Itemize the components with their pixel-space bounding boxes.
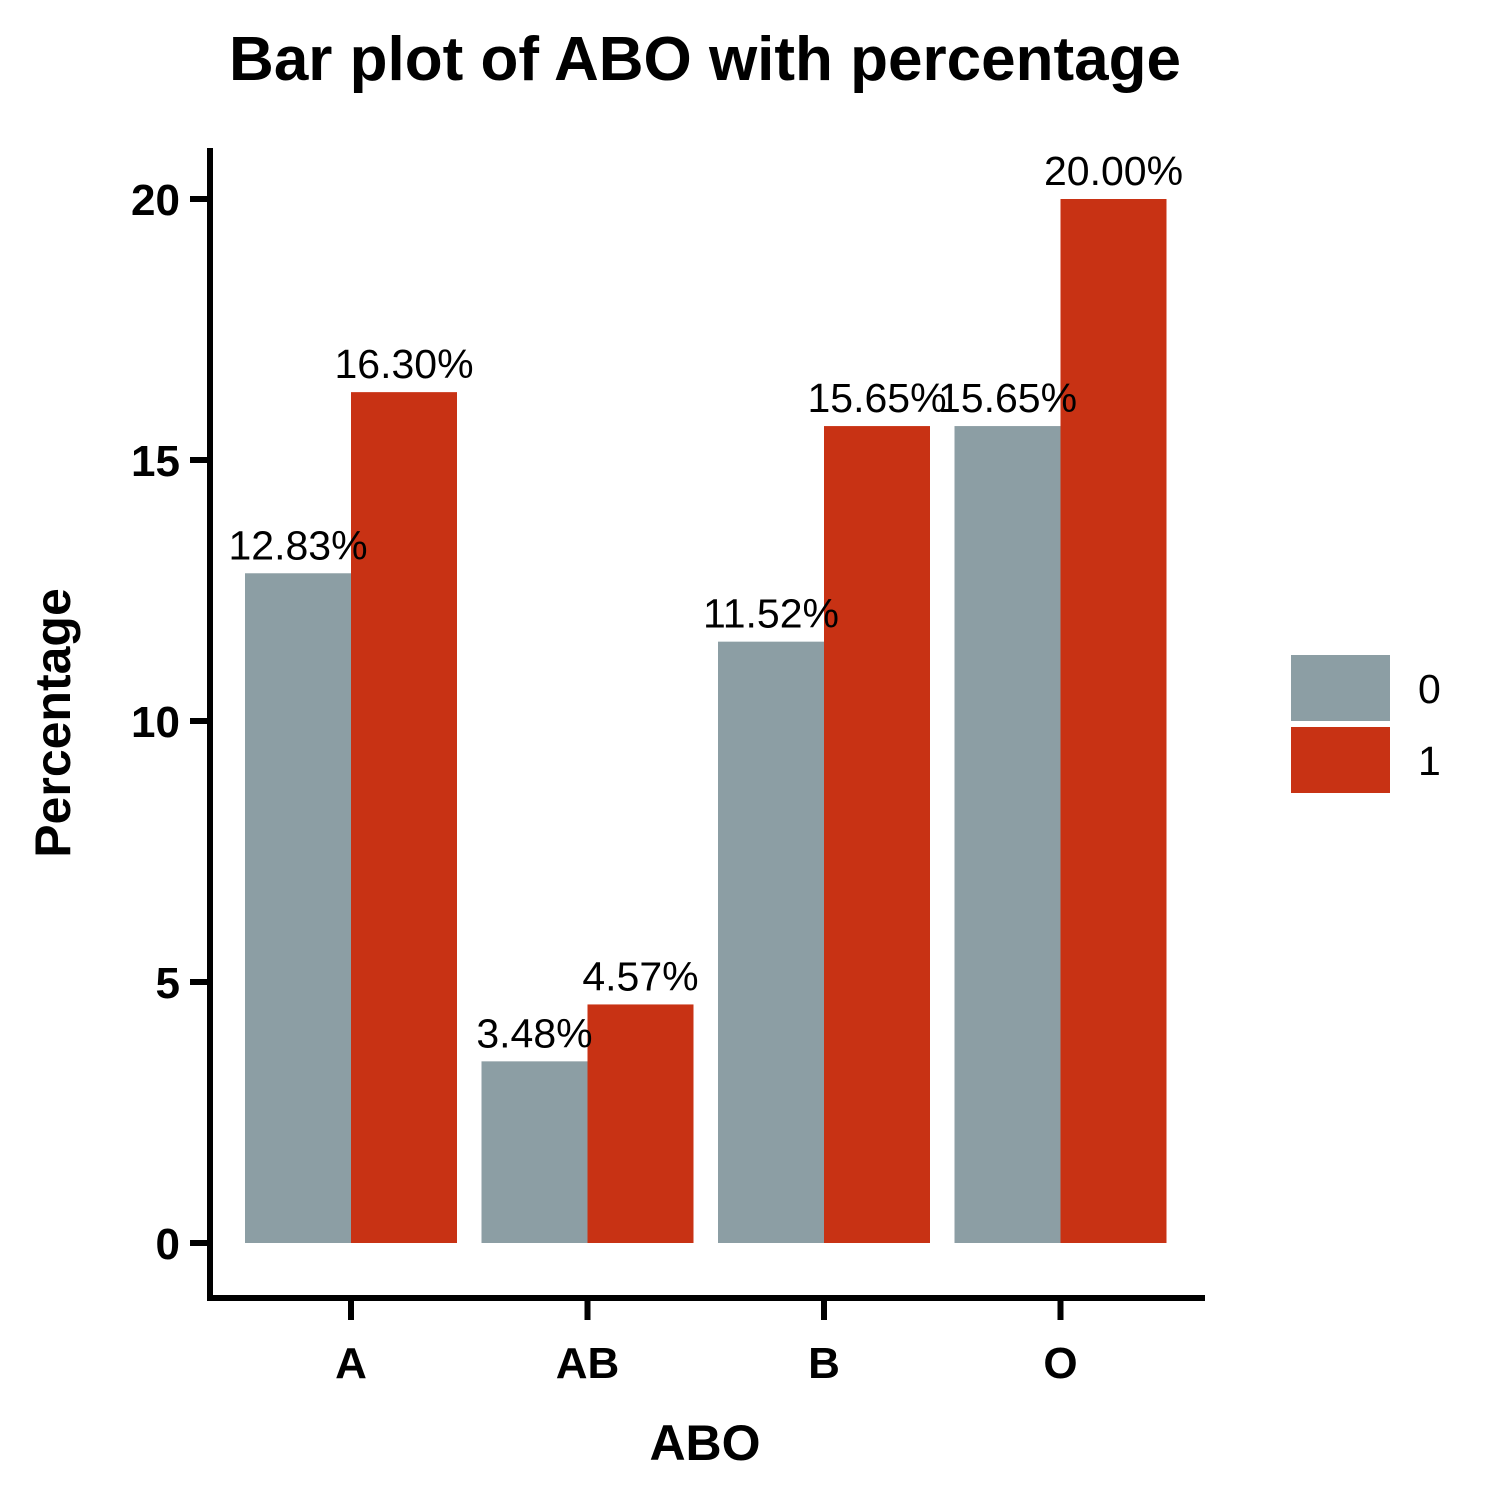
bars-group	[245, 199, 1167, 1243]
y-tick-label: 5	[156, 959, 180, 1008]
x-ticks-group: A AB B O	[335, 1298, 1078, 1388]
legend-swatch-0	[1291, 655, 1390, 721]
data-label-O-series-1: 20.00%	[1044, 148, 1183, 194]
x-tick-label-B: B	[808, 1339, 840, 1388]
y-ticks-group: 0 5 10 15 20	[131, 176, 210, 1269]
bar-A-series-0	[245, 573, 351, 1243]
bar-B-series-1	[824, 426, 930, 1243]
legend-swatch-1	[1291, 727, 1390, 793]
data-label-A-series-1: 16.30%	[334, 341, 473, 387]
x-tick-label-O: O	[1043, 1339, 1077, 1388]
y-axis-title: Percentage	[25, 588, 81, 858]
data-label-B-series-1: 15.65%	[807, 375, 946, 421]
x-tick-label-AB: AB	[556, 1339, 620, 1388]
legend-label-0: 0	[1418, 666, 1441, 712]
data-label-AB-series-0: 3.48%	[476, 1010, 592, 1056]
legend: 01	[1291, 655, 1441, 793]
bar-B-series-0	[718, 641, 824, 1243]
legend-label-1: 1	[1418, 738, 1441, 784]
x-tick-label-A: A	[335, 1339, 367, 1388]
y-tick-label: 10	[131, 698, 180, 747]
bar-AB-series-1	[587, 1004, 694, 1243]
bar-AB-series-0	[481, 1061, 588, 1243]
chart-title: Bar plot of ABO with percentage	[229, 25, 1181, 94]
y-tick-label: 0	[156, 1220, 180, 1269]
data-labels-group: 12.83% 16.30% 3.48% 4.57% 11.52% 15.65%15.65%…	[228, 148, 1183, 1056]
bar-O-series-1	[1060, 199, 1167, 1243]
y-tick-label: 15	[131, 437, 180, 486]
data-label-A-series-0: 12.83%	[228, 522, 367, 568]
bar-O-series-0	[954, 426, 1061, 1243]
data-label-O-series-0: 15.65%	[938, 375, 1077, 421]
data-label-B-series-0: 11.52%	[703, 591, 839, 637]
data-label-AB-series-1: 4.57%	[582, 953, 698, 999]
x-axis-title: ABO	[649, 1415, 760, 1471]
bar-A-series-1	[351, 392, 457, 1243]
y-tick-label: 20	[131, 176, 180, 225]
